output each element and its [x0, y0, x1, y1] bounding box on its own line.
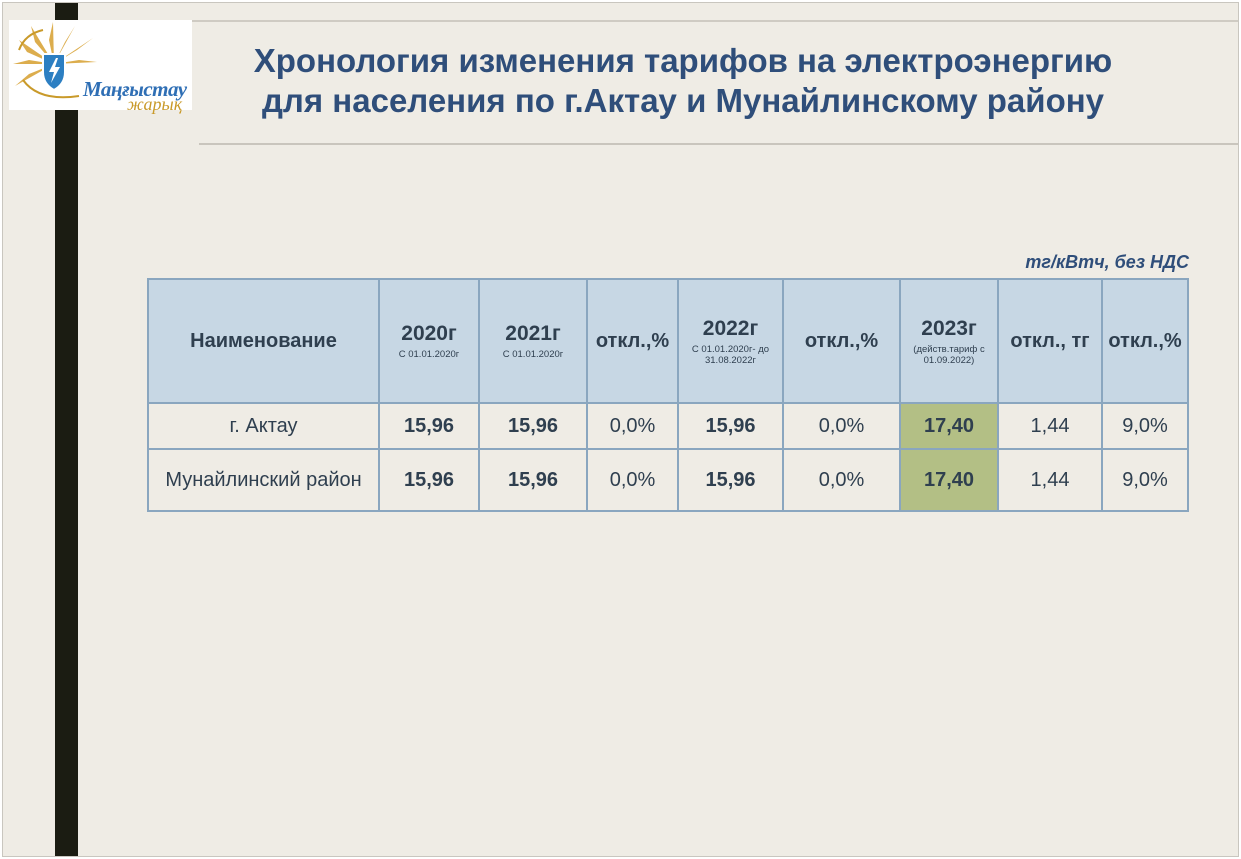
cell-2023: 17,40 — [899, 402, 999, 450]
header-deviation-pct-1: откл.,% — [586, 278, 679, 404]
table-header-row: Наименование 2020г С 01.01.2020г 2021г С 0… — [147, 278, 1189, 404]
cell-deviation-pct-3: 9,0% — [1101, 448, 1189, 512]
cell-deviation-pct-3: 9,0% — [1101, 402, 1189, 450]
header-2022: 2022г С 01.01.2020г- до 31.08.2022г — [677, 278, 784, 404]
table-row: г. Актау 15,96 15,96 0,0% 15,96 0,0% 17,… — [147, 402, 1189, 450]
cell-deviation-pct-1: 0,0% — [586, 448, 679, 512]
units-label: тг/кВтч, без НДС — [1025, 252, 1189, 272]
cell-2023: 17,40 — [899, 448, 999, 512]
cell-name: Мунайлинский район — [147, 448, 380, 512]
cell-deviation-tg: 1,44 — [997, 448, 1103, 512]
cell-2020: 15,96 — [378, 402, 480, 450]
cell-deviation-pct-1: 0,0% — [586, 402, 679, 450]
header-name: Наименование — [147, 278, 380, 404]
table-row: Мунайлинский район 15,96 15,96 0,0% 15,9… — [147, 448, 1189, 512]
header-2021: 2021г С 01.01.2020г — [478, 278, 588, 404]
title-line-1: Хронология изменения тарифов на электроэ… — [253, 42, 1113, 79]
title-line-2: для населения по г.Актау и Мунайлинскому… — [261, 82, 1105, 119]
cell-deviation-pct-2: 0,0% — [782, 402, 901, 450]
cell-2021: 15,96 — [478, 448, 588, 512]
company-logo: Маңғыстау жарық — [9, 20, 192, 114]
cell-2020: 15,96 — [378, 448, 480, 512]
header-2020: 2020г С 01.01.2020г — [378, 278, 480, 404]
cell-name: г. Актау — [147, 402, 380, 450]
header-deviation-pct-2: откл.,% — [782, 278, 901, 404]
header-deviation-tg: откл., тг — [997, 278, 1103, 404]
logo-text-mangystau: Маңғыстау — [83, 77, 187, 101]
header-2023: 2023г (действ.тариф с 01.09.2022) — [899, 278, 999, 404]
sun-emblem-icon — [13, 22, 97, 99]
header-deviation-pct-3: откл.,% — [1101, 278, 1189, 404]
left-accent-bar — [55, 3, 78, 856]
cell-2021: 15,96 — [478, 402, 588, 450]
slide-title: Хронология изменения тарифов на электроэ… — [203, 41, 1163, 121]
tariff-table: Наименование 2020г С 01.01.2020г 2021г С 0… — [147, 278, 1189, 512]
title-divider — [199, 143, 1238, 145]
cell-2022: 15,96 — [677, 402, 784, 450]
logo-text-zharyk: жарық — [127, 94, 183, 114]
top-divider — [78, 20, 1238, 22]
cell-2022: 15,96 — [677, 448, 784, 512]
cell-deviation-pct-2: 0,0% — [782, 448, 901, 512]
cell-deviation-tg: 1,44 — [997, 402, 1103, 450]
